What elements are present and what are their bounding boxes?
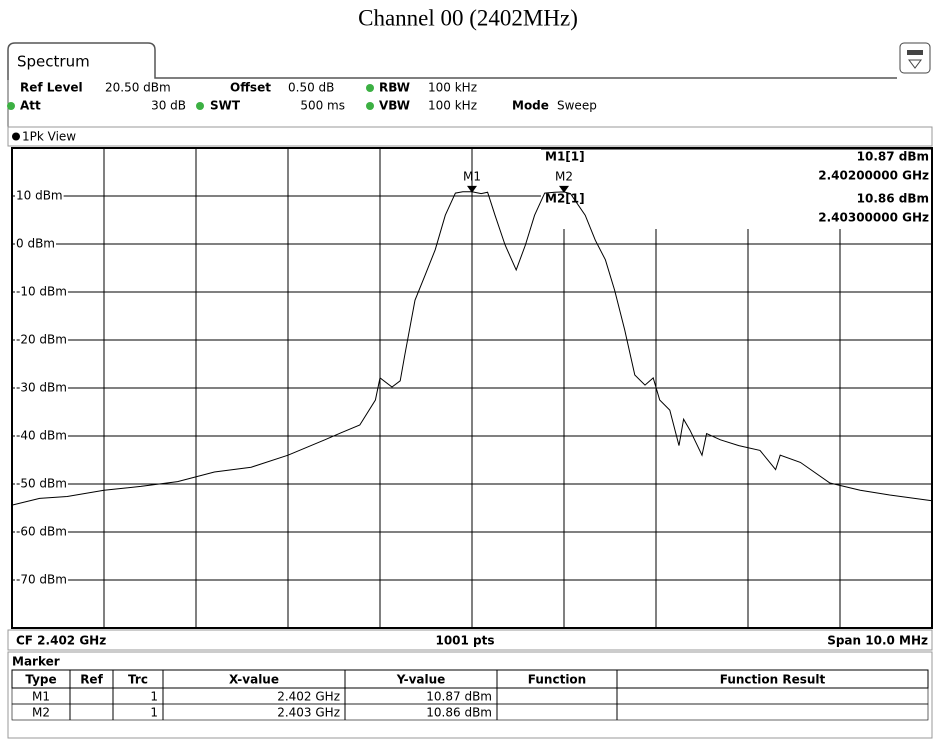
y-tick-label: -20 dBm	[16, 333, 67, 347]
marker-triangle	[467, 185, 477, 193]
view-label: 1Pk View	[22, 130, 76, 144]
setting-value: 0.50 dB	[288, 81, 334, 95]
y-tick-label-bg	[15, 428, 68, 443]
y-tick-label-bg	[15, 380, 68, 395]
table-header: Function	[528, 673, 586, 687]
page-title: Channel 00 (2402MHz)	[358, 5, 578, 30]
table-cell: 1	[150, 706, 158, 720]
setting-label: Ref Level	[20, 81, 83, 95]
setting-label: Att	[20, 99, 41, 113]
y-tick-label-bg	[15, 284, 68, 299]
trace	[11, 191, 933, 506]
setting-value: Sweep	[557, 99, 597, 113]
y-tick-label: -30 dBm	[16, 381, 67, 395]
readout-box	[541, 149, 931, 229]
readout-name: M2[1]	[545, 192, 585, 206]
table-cell: 2.403 GHz	[277, 706, 340, 720]
setting-label: Offset	[230, 81, 271, 95]
y-tick-label: 0 dBm	[16, 237, 55, 251]
y-tick-label-bg	[15, 332, 68, 347]
marker-triangle	[559, 185, 569, 193]
y-tick-label-bg	[15, 236, 56, 251]
y-tick-label-bg	[15, 188, 64, 203]
menu-icon-bar	[907, 50, 923, 55]
y-tick-label: -70 dBm	[16, 573, 67, 587]
table-header: Trc	[128, 673, 148, 687]
view-bar	[7, 126, 933, 147]
tab-label[interactable]: Spectrum	[17, 53, 90, 71]
table-header: Y-value	[396, 673, 446, 687]
setting-value: 100 kHz	[428, 99, 477, 113]
menu-icon-arrow	[908, 59, 922, 69]
readout-frequency: 2.40200000 GHz	[818, 169, 929, 183]
table-cell: 10.87 dBm	[426, 690, 492, 704]
y-tick-label-bg	[15, 572, 68, 587]
marker-panel	[7, 651, 933, 739]
point-count: 1001 pts	[435, 634, 494, 648]
y-tick-label: -10 dBm	[16, 285, 67, 299]
setting-value: 500 ms	[300, 99, 345, 113]
setting-value: 100 kHz	[428, 81, 477, 95]
table-header: X-value	[229, 673, 279, 687]
status-dot	[7, 102, 15, 110]
setting-value: 20.50 dBm	[105, 81, 171, 95]
status-dot	[366, 102, 374, 110]
y-tick-label: -50 dBm	[16, 477, 67, 491]
setting-label: SWT	[210, 99, 241, 113]
setting-label: Mode	[512, 99, 549, 113]
center-frequency: CF 2.402 GHz	[16, 634, 106, 648]
table-cell: 10.86 dBm	[426, 706, 492, 720]
footer-bar	[7, 629, 933, 651]
marker-panel-title: Marker	[12, 655, 60, 669]
marker-label: M2	[555, 169, 573, 183]
readout-name: M1[1]	[545, 150, 585, 164]
table-cell: 1	[150, 690, 158, 704]
status-dot	[366, 84, 374, 92]
table-header: Function Result	[720, 673, 826, 687]
table-row	[11, 703, 929, 721]
readout-frequency: 2.40300000 GHz	[818, 211, 929, 225]
y-tick-label: -60 dBm	[16, 525, 67, 539]
table-cell: 2.402 GHz	[277, 690, 340, 704]
readout-level: 10.87 dBm	[857, 150, 929, 164]
y-tick-label-bg	[15, 524, 68, 539]
table-cell: M1	[32, 690, 50, 704]
y-tick-label: -40 dBm	[16, 429, 67, 443]
y-tick-label: 10 dBm	[16, 189, 63, 203]
setting-label: VBW	[379, 99, 410, 113]
y-tick-label-bg	[15, 476, 68, 491]
view-dot	[12, 132, 20, 141]
table-header: Ref	[80, 673, 103, 687]
table-cell: M2	[32, 706, 50, 720]
setting-value: 30 dB	[151, 99, 186, 113]
status-dot	[196, 102, 204, 110]
readout-level: 10.86 dBm	[857, 192, 929, 206]
span: Span 10.0 MHz	[827, 634, 928, 648]
marker-label: M1	[463, 169, 481, 183]
setting-label: RBW	[379, 81, 410, 95]
tab-outline	[7, 42, 897, 80]
table-header: Type	[25, 673, 56, 687]
